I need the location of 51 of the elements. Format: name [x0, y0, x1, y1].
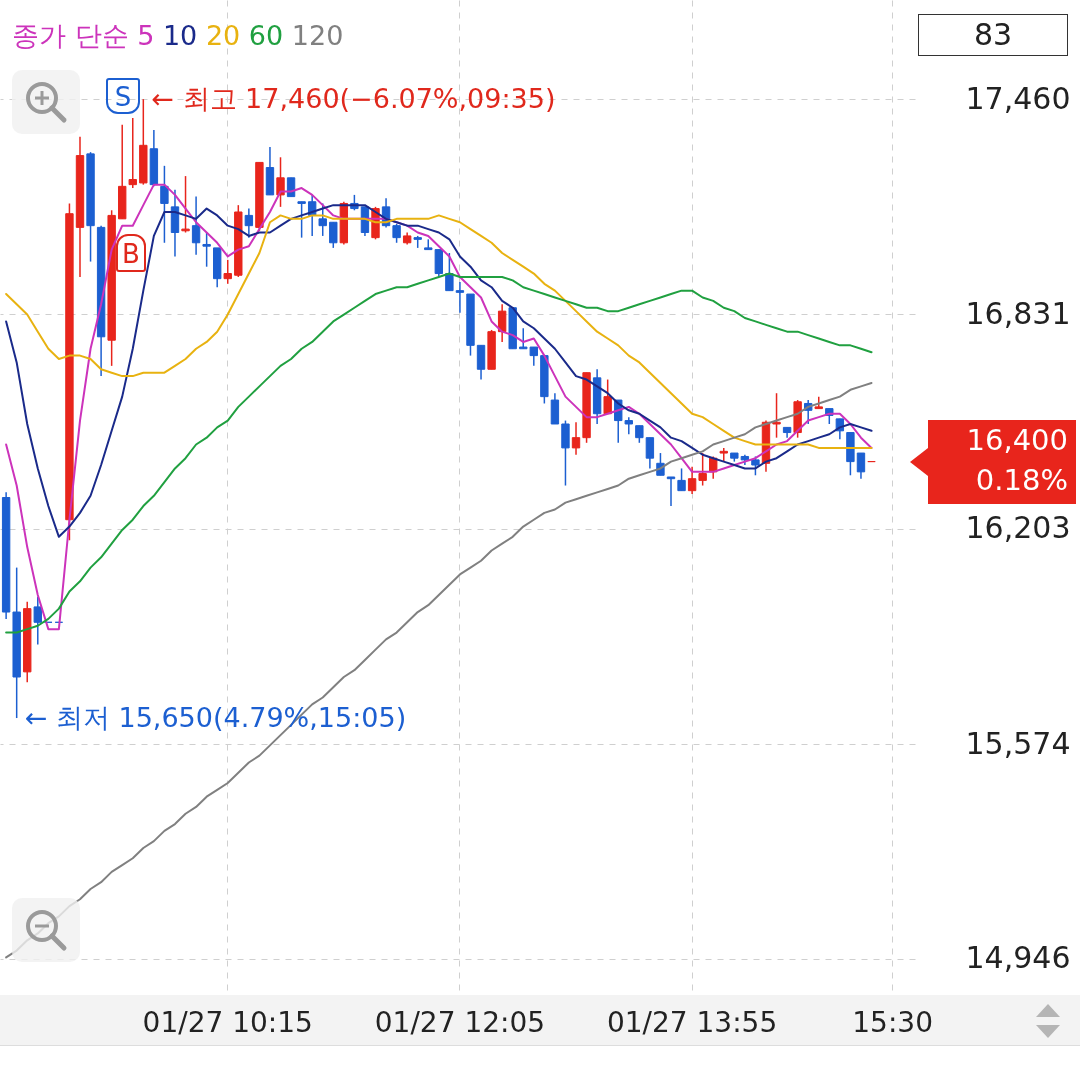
- candlestick: [719, 447, 728, 463]
- candlestick: [329, 221, 338, 249]
- candlestick: [550, 392, 560, 425]
- text: 16,400: [965, 421, 1068, 459]
- candlestick: [160, 165, 169, 244]
- candlestick: [666, 476, 676, 507]
- candlestick: [561, 419, 570, 487]
- candlestick: [476, 344, 486, 381]
- candlestick: [276, 156, 285, 208]
- candlestick: [603, 378, 612, 415]
- text: 83: [918, 14, 1068, 56]
- candlestick: [455, 281, 465, 314]
- candlestick: [856, 452, 866, 480]
- y-tick-label: 16,831: [965, 295, 1071, 331]
- x-tick-label: 15:30: [852, 1005, 933, 1039]
- line-series: [5, 272, 873, 634]
- candlestick: [33, 595, 42, 646]
- candlestick: [297, 200, 306, 239]
- candlestick: [181, 175, 190, 234]
- legend-title: 종가 단순: [12, 20, 130, 51]
- candlestick: [687, 465, 697, 495]
- candlestick: [191, 195, 201, 256]
- candlestick: [571, 421, 581, 456]
- y-tick-label: 16,203: [965, 510, 1071, 546]
- x-tick-label: 01/27 12:05: [374, 1005, 546, 1039]
- y-tick-label: 14,946: [965, 940, 1071, 976]
- candlestick: [244, 207, 254, 239]
- text: 10: [162, 20, 199, 51]
- line-series: [5, 381, 873, 959]
- text: 120: [291, 20, 344, 51]
- candlestick: [645, 436, 655, 470]
- text: 5: [137, 20, 156, 51]
- candlestick: [318, 202, 327, 237]
- candlestick: [392, 223, 401, 244]
- text: 60: [248, 20, 285, 51]
- y-tick-label: 15,574: [965, 725, 1071, 761]
- candlestick: [772, 392, 781, 439]
- y-tick-label: 17,460: [965, 80, 1071, 116]
- x-tick-label: 01/27 13:55: [606, 1005, 778, 1039]
- text: 20: [205, 20, 242, 51]
- annotation: ← 최고 17,460(−6.07%,09:35): [150, 82, 557, 117]
- candlestick: [677, 467, 686, 492]
- annotation: S: [106, 78, 140, 114]
- text: 0.18%: [974, 461, 1068, 499]
- candlestick: [202, 231, 211, 268]
- candlestick: [445, 252, 454, 292]
- candlestick: [128, 117, 137, 189]
- x-tick-label: 01/27 10:15: [142, 1005, 313, 1039]
- candlestick: [223, 259, 232, 285]
- candlestick: [751, 455, 760, 477]
- annotation: B: [116, 234, 146, 272]
